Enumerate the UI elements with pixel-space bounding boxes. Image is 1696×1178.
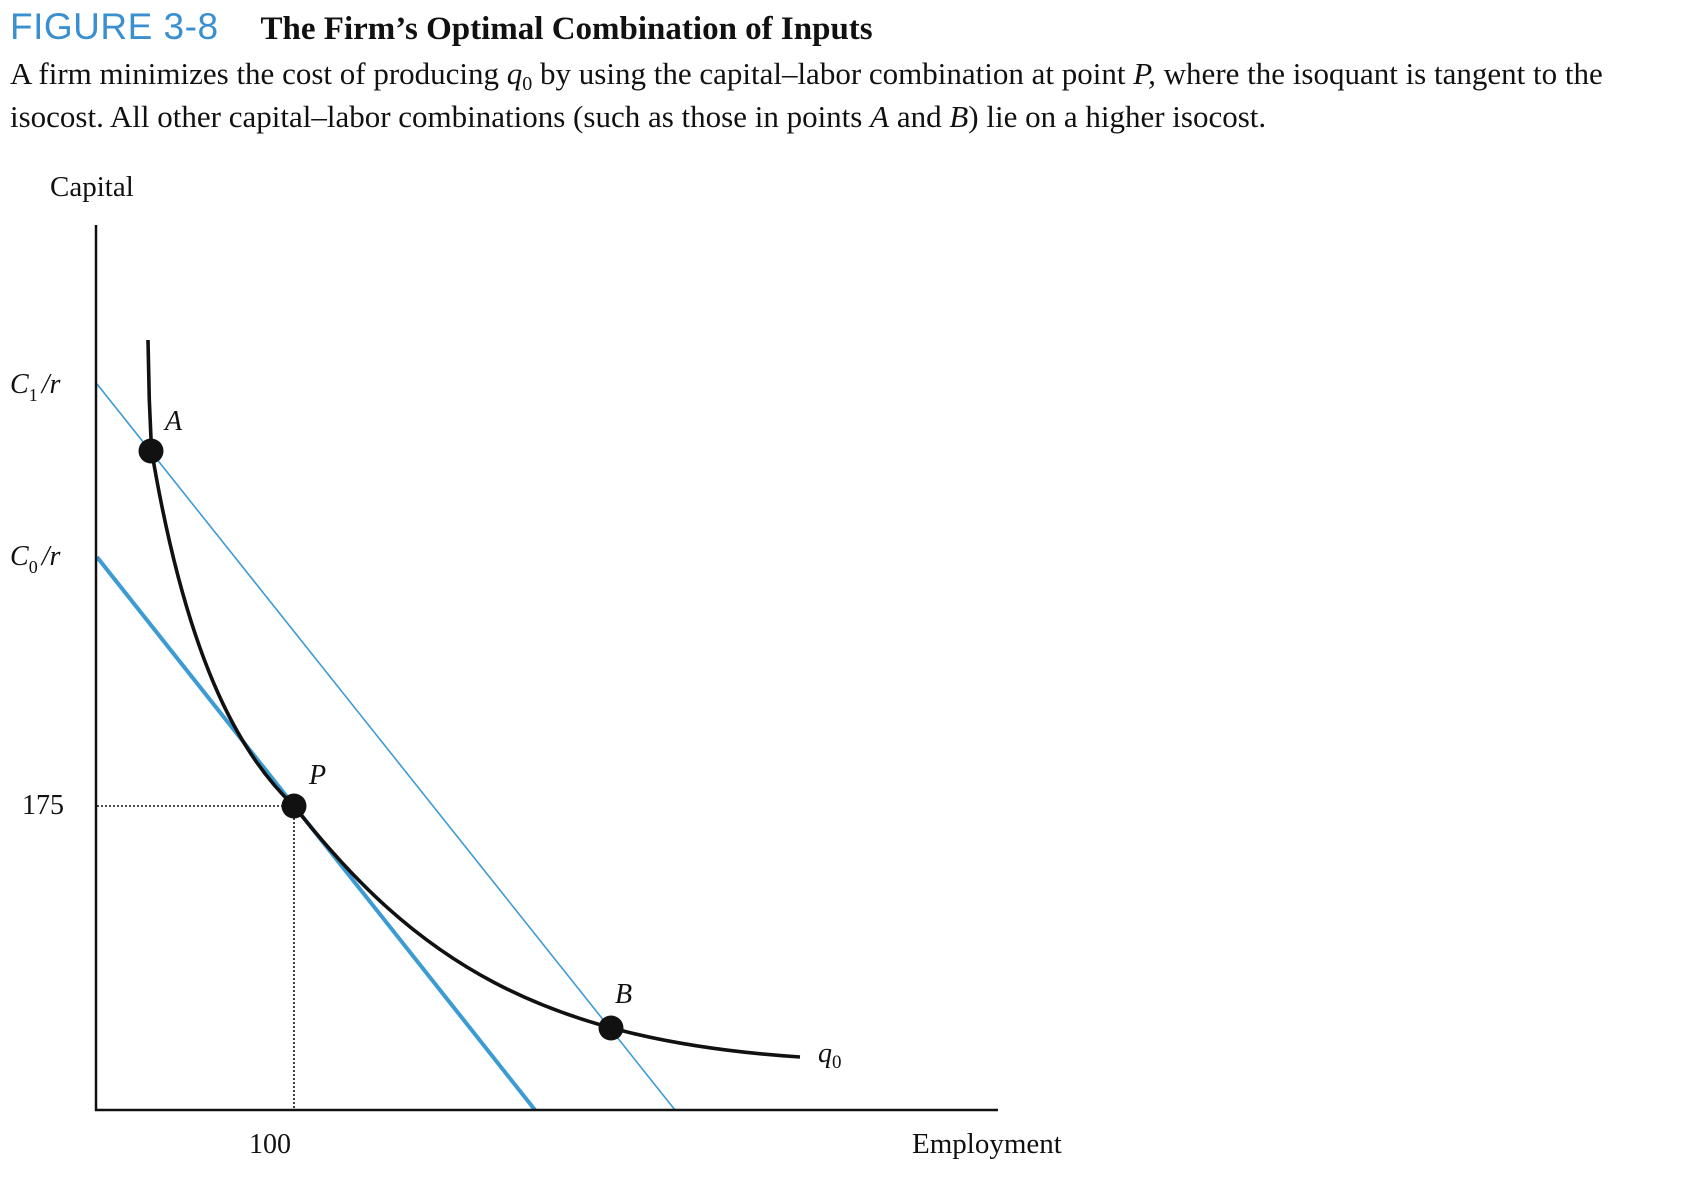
caption-q-subscript: 0 <box>522 73 533 95</box>
point-p-label: P <box>308 760 326 791</box>
figure-title-row: FIGURE 3-8 The Firm’s Optimal Combinatio… <box>10 6 1690 48</box>
isocost-line-c1 <box>96 383 676 1111</box>
x-tick-100: 100 <box>249 1129 291 1160</box>
caption-point-a: A <box>870 99 890 134</box>
point-a-label: A <box>163 406 183 437</box>
caption-point-p: P, <box>1133 56 1156 91</box>
caption-text-5: ) lie on a higher isocost. <box>968 99 1267 134</box>
point-a-marker <box>138 438 164 464</box>
y-tick-175: 175 <box>22 790 64 821</box>
figure-number: FIGURE 3-8 <box>10 6 219 47</box>
figure-title: The Firm’s Optimal Combination of Inputs <box>260 11 873 47</box>
caption-text-3: where the isoquant is tangent to the iso… <box>10 56 1603 134</box>
figure-header: FIGURE 3-8 The Firm’s Optimal Combinatio… <box>10 6 1690 138</box>
x-axis-title: Employment <box>912 1128 1062 1160</box>
isoquant-curve <box>146 339 801 1059</box>
y-axis-title: Capital <box>50 171 134 203</box>
y-tick-c1-over-r: C1/r <box>10 369 60 405</box>
caption-text-4: and <box>889 99 950 134</box>
caption-text-2: by using the capital–labor combination a… <box>532 56 1134 91</box>
y-tick-c0-over-r: C0/r <box>10 541 60 577</box>
point-p-marker <box>281 793 307 819</box>
isoquant-label: q0 <box>818 1038 842 1073</box>
point-b-marker <box>598 1015 624 1041</box>
point-b-label: B <box>615 979 632 1010</box>
figure-caption: A firm minimizes the cost of producing q… <box>10 52 1690 138</box>
caption-text-1: A firm minimizes the cost of producing <box>10 56 507 91</box>
caption-q-symbol: q <box>506 56 523 91</box>
caption-point-b: B <box>949 99 969 134</box>
